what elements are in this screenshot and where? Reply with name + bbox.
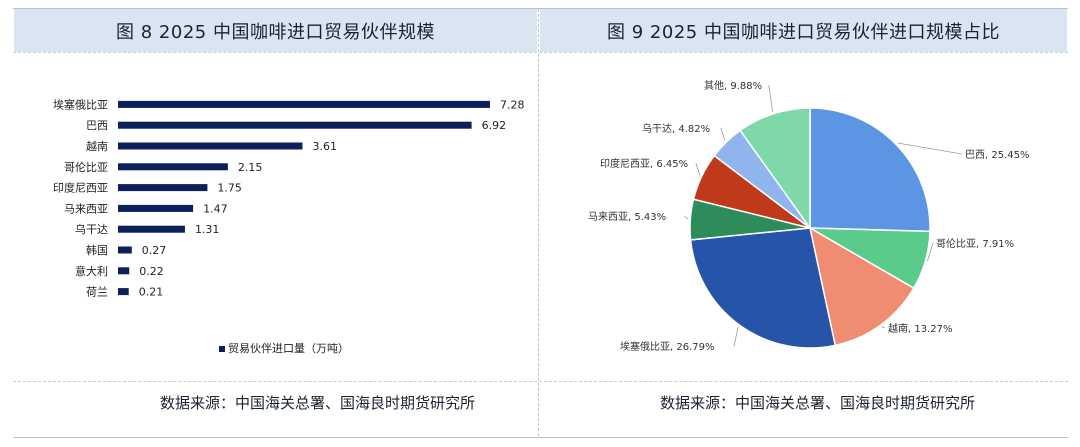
bar-chart-title: 图 8 2025 中国咖啡进口贸易伙伴规模 [14,9,537,52]
figure-frame [13,8,1068,438]
data-label: 0.27 [142,244,167,257]
category-label: 埃塞俄比亚 [53,97,108,111]
legend-swatch [219,346,225,352]
category-label: 意大利 [75,264,108,278]
legend-label: 贸易伙伴进口量（万吨） [228,342,349,355]
slice-label: 埃塞俄比亚, 26.79% [620,340,715,353]
data-label: 0.21 [139,286,164,299]
data-label: 0.22 [139,265,164,278]
leader-line [927,242,934,262]
slice-label: 乌干达, 4.82% [642,122,710,135]
pie-slice [739,107,811,231]
data-label: 3.61 [312,140,337,153]
leader-line [768,84,774,112]
category-label: 越南 [86,139,108,153]
category-label: 哥伦比亚 [64,160,108,174]
bar [118,121,472,129]
category-label: 荷兰 [86,286,108,299]
data-label: 2.15 [238,161,263,174]
category-label: 乌干达 [75,222,108,236]
leader-line [695,162,701,176]
pie-chart: 巴西, 25.45% 哥伦比亚, 7.91% 越南, 13.27% 埃塞俄比亚, 26… [588,79,1030,353]
leader-line [733,326,739,347]
left-source-note: 数据来源：中国海关总署、国海良时期货研究所 [160,394,476,412]
slice-label: 哥伦比亚, 7.91% [936,237,1014,250]
pie-slice [808,226,915,347]
right-source-note: 数据来源：中国海关总署、国海良时期货研究所 [660,394,976,412]
bar [118,225,185,233]
bar [118,204,194,212]
footer-divider [13,381,1068,383]
pie-slice [809,107,931,233]
data-label: 1.47 [203,202,228,215]
pie-chart-title: 图 9 2025 中国咖啡进口贸易伙伴进口规模占比 [540,9,1067,52]
bar [118,246,132,254]
panel-divider [538,9,540,436]
pie-slice [689,227,837,349]
slice-label: 印度尼西亚, 6.45% [600,157,688,170]
bar [118,184,208,192]
leader-line [720,127,726,141]
bar [118,267,130,275]
data-label: 1.31 [195,223,220,236]
bar [118,100,490,108]
category-label: 印度尼西亚 [53,181,108,195]
header-divider [13,52,1068,54]
slice-label: 越南, 13.27% [888,322,953,335]
data-label: 1.75 [217,182,242,195]
data-label: 6.92 [482,119,507,132]
slice-label: 巴西, 25.45% [965,149,1030,161]
leader-line [881,326,886,329]
leader-line [684,215,689,220]
data-label: 7.28 [500,98,525,111]
category-label: 马来西亚 [64,202,108,215]
bar-chart: 埃塞俄比亚 7.28 巴西 6.92 越南 3.61 哥伦比亚 2.15 印度尼西亚 1.75 马来… [53,97,525,355]
leader-line [897,142,963,155]
category-label: 韩国 [86,243,108,257]
bar [118,142,303,150]
slice-label: 其他, 9.88% [704,79,762,92]
bar [118,288,129,296]
category-label: 巴西 [86,119,108,132]
bar [118,163,228,171]
slice-label: 马来西亚, 5.43% [588,211,666,223]
